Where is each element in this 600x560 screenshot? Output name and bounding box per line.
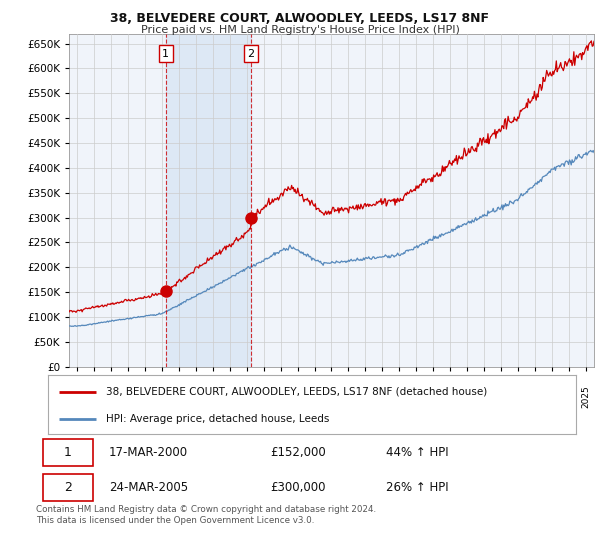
Text: 2007: 2007 xyxy=(276,385,285,408)
Text: 2008: 2008 xyxy=(293,385,302,408)
Text: 1: 1 xyxy=(162,49,169,59)
Text: 2013: 2013 xyxy=(378,385,387,408)
Text: 44% ↑ HPI: 44% ↑ HPI xyxy=(386,446,449,459)
Text: 2021: 2021 xyxy=(513,385,522,408)
FancyBboxPatch shape xyxy=(43,438,93,466)
Text: 2011: 2011 xyxy=(344,385,353,408)
Text: 2003: 2003 xyxy=(208,385,217,408)
Text: 2020: 2020 xyxy=(496,385,505,408)
Text: 2023: 2023 xyxy=(547,385,556,408)
Text: 1995: 1995 xyxy=(73,385,82,408)
Text: 1999: 1999 xyxy=(141,385,150,408)
Text: 2012: 2012 xyxy=(361,385,370,408)
Text: 38, BELVEDERE COURT, ALWOODLEY, LEEDS, LS17 8NF: 38, BELVEDERE COURT, ALWOODLEY, LEEDS, L… xyxy=(110,12,490,25)
Text: 1: 1 xyxy=(64,446,72,459)
Text: 2005: 2005 xyxy=(242,385,251,408)
Text: £300,000: £300,000 xyxy=(270,480,325,493)
Text: 2025: 2025 xyxy=(581,385,590,408)
Text: 24-MAR-2005: 24-MAR-2005 xyxy=(109,480,188,493)
Bar xyxy=(166,34,251,367)
Text: Contains HM Land Registry data © Crown copyright and database right 2024.
This d: Contains HM Land Registry data © Crown c… xyxy=(36,505,376,525)
Text: Price paid vs. HM Land Registry's House Price Index (HPI): Price paid vs. HM Land Registry's House … xyxy=(140,25,460,35)
Text: 2000: 2000 xyxy=(158,385,167,408)
Text: 2: 2 xyxy=(247,49,254,59)
Text: 2017: 2017 xyxy=(446,385,455,408)
Text: 38, BELVEDERE COURT, ALWOODLEY, LEEDS, LS17 8NF (detached house): 38, BELVEDERE COURT, ALWOODLEY, LEEDS, L… xyxy=(106,386,487,396)
Text: 2: 2 xyxy=(64,480,72,493)
Text: HPI: Average price, detached house, Leeds: HPI: Average price, detached house, Leed… xyxy=(106,414,329,424)
Text: 2015: 2015 xyxy=(412,385,421,408)
Text: 2006: 2006 xyxy=(259,385,268,408)
Text: 2014: 2014 xyxy=(395,385,404,408)
Text: 2022: 2022 xyxy=(530,385,539,408)
Text: 2004: 2004 xyxy=(226,385,235,408)
Text: £152,000: £152,000 xyxy=(270,446,326,459)
Text: 2019: 2019 xyxy=(479,385,488,408)
Text: 1997: 1997 xyxy=(107,385,116,408)
Text: 2010: 2010 xyxy=(327,385,336,408)
Text: 2016: 2016 xyxy=(428,385,437,408)
Text: 2024: 2024 xyxy=(564,385,573,408)
Text: 2001: 2001 xyxy=(175,385,184,408)
Text: 2009: 2009 xyxy=(310,385,319,408)
Text: 2018: 2018 xyxy=(463,385,472,408)
Text: 1996: 1996 xyxy=(90,385,99,408)
Text: 17-MAR-2000: 17-MAR-2000 xyxy=(109,446,188,459)
Text: 1998: 1998 xyxy=(124,385,133,408)
Text: 2002: 2002 xyxy=(191,385,200,408)
Text: 26% ↑ HPI: 26% ↑ HPI xyxy=(386,480,449,493)
FancyBboxPatch shape xyxy=(43,474,93,501)
